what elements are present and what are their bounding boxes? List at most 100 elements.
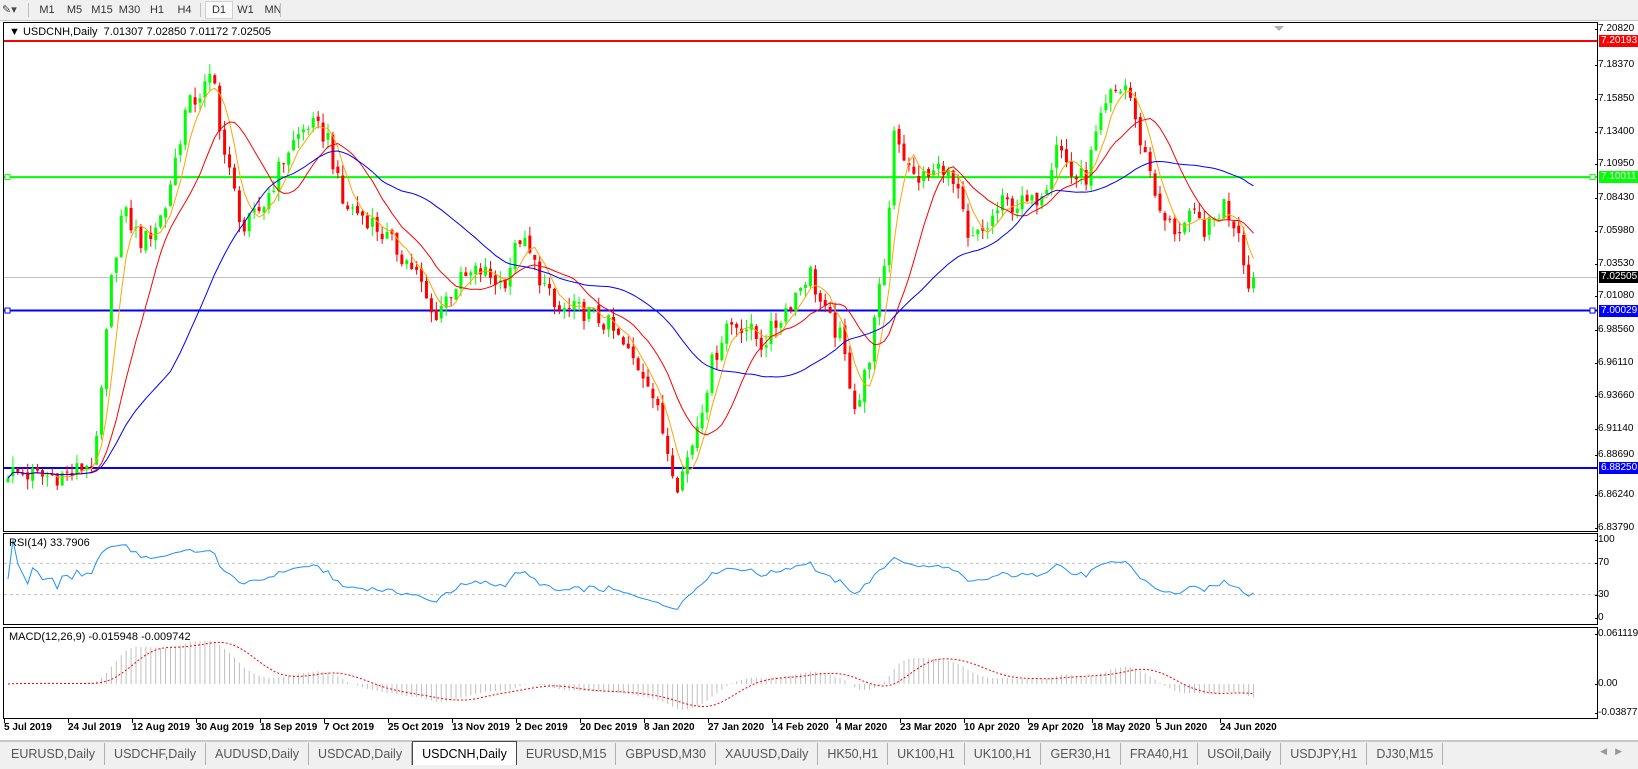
candle xyxy=(754,324,758,347)
chart-tab[interactable]: UK100,H1 xyxy=(965,743,1042,765)
candle-body xyxy=(65,471,69,473)
chart-tab[interactable]: EURUSD,Daily xyxy=(2,743,106,765)
candle-body xyxy=(262,207,266,213)
chart-tab[interactable]: EURUSD,M15 xyxy=(517,743,617,765)
candle-body xyxy=(331,134,335,170)
price-tick-label: 6.98560 xyxy=(1594,324,1635,336)
ohlc-values: 7.01307 7.02850 7.01172 7.02505 xyxy=(103,26,272,38)
candle-body xyxy=(400,254,404,265)
candle xyxy=(454,288,458,300)
candle xyxy=(154,223,158,250)
line-tools-icon[interactable]: ✎▾ xyxy=(2,4,17,16)
candle xyxy=(474,262,478,285)
candle-body xyxy=(208,73,212,83)
candle-body xyxy=(966,210,970,238)
chart-tab[interactable]: HK50,H1 xyxy=(818,743,889,765)
collapse-triangle-icon[interactable]: ▼ xyxy=(9,26,20,38)
candle-body xyxy=(60,472,64,486)
candle xyxy=(720,336,724,362)
candle-body xyxy=(548,284,552,289)
chart-tab[interactable]: USDCAD,Daily xyxy=(309,743,413,765)
candle xyxy=(498,271,502,290)
candle xyxy=(159,215,163,229)
rsi-tick-label: 30 xyxy=(1594,588,1610,600)
timeframe-m15-button[interactable]: M15 xyxy=(91,4,113,16)
chart-tab[interactable]: AUDUSD,Daily xyxy=(206,743,310,765)
candle xyxy=(380,226,384,244)
chart-tab[interactable]: FRA40,H1 xyxy=(1121,743,1199,765)
timeframe-m5-button[interactable]: M5 xyxy=(66,4,83,16)
timeframe-h1-button[interactable]: H1 xyxy=(149,4,165,16)
candle xyxy=(636,356,640,371)
candle-body xyxy=(80,463,84,471)
candle-body xyxy=(415,266,419,270)
date-tick-label: 24 Jul 2019 xyxy=(68,719,122,733)
candle-body xyxy=(754,326,758,340)
chart-tab[interactable]: GBPUSD,M30 xyxy=(616,743,716,765)
candle xyxy=(759,329,763,358)
candle xyxy=(296,126,300,149)
candle-body xyxy=(976,229,980,235)
candle xyxy=(1099,106,1103,135)
candle xyxy=(356,196,360,216)
chart-tab[interactable]: USOil,Daily xyxy=(1198,743,1282,765)
candle xyxy=(109,274,113,329)
candle xyxy=(213,73,217,85)
candle-body xyxy=(872,317,876,362)
timeframe-mn-button[interactable]: MN xyxy=(264,4,282,16)
toolbar-separator xyxy=(28,3,29,17)
candle-body xyxy=(247,213,251,232)
candle xyxy=(321,113,325,148)
candle-body xyxy=(1168,218,1172,220)
candle-body xyxy=(784,308,788,322)
timeframe-w1-button[interactable]: W1 xyxy=(237,4,254,16)
candle-body xyxy=(799,287,803,291)
candle xyxy=(267,187,271,214)
candle xyxy=(104,328,108,397)
candle-body xyxy=(365,215,369,229)
candle xyxy=(114,257,118,283)
candle-body xyxy=(306,128,310,130)
chart-tab[interactable]: DJ30,M15 xyxy=(1367,743,1444,765)
chart-tab[interactable]: UK100,H1 xyxy=(888,743,965,765)
candle-body xyxy=(50,473,54,476)
timeframe-m1-button[interactable]: M1 xyxy=(39,4,55,16)
chart-shift-marker-icon xyxy=(1274,26,1284,31)
timeframe-m30-button[interactable]: M30 xyxy=(118,4,141,16)
candle xyxy=(1192,202,1196,214)
candle xyxy=(966,203,970,247)
candle xyxy=(1109,87,1113,112)
candle xyxy=(725,320,729,352)
chart-tab[interactable]: XAUUSD,Daily xyxy=(716,743,819,765)
candle xyxy=(548,278,552,296)
candle-body xyxy=(474,265,478,274)
chart-tab[interactable]: GER30,H1 xyxy=(1041,743,1121,765)
candle-body xyxy=(488,268,492,278)
chart-tab[interactable]: USDCHF,Daily xyxy=(105,743,206,765)
timeframe-d1-button[interactable]: D1 xyxy=(205,1,233,19)
candle-body xyxy=(1148,151,1152,172)
chart-tab[interactable]: USDCNH,Daily xyxy=(412,741,517,765)
candle-body xyxy=(164,208,168,218)
candle xyxy=(680,464,684,492)
candle-body xyxy=(326,132,330,140)
candle-body xyxy=(759,337,763,350)
chart-tab[interactable]: USDJPY,H1 xyxy=(1281,743,1368,765)
candle-body xyxy=(420,268,424,282)
candle xyxy=(744,319,748,342)
candle-body xyxy=(764,345,768,348)
candle-body xyxy=(518,240,522,244)
rsi-panel[interactable]: RSI(14) 33.7906 xyxy=(3,533,1598,625)
candle-body xyxy=(1045,189,1049,195)
tab-scroll-arrows-icon[interactable]: ◀▶ xyxy=(1600,746,1630,756)
macd-panel[interactable]: MACD(12,26,9) -0.015948 -0.009742 xyxy=(3,627,1598,719)
candle-body xyxy=(991,215,995,226)
candle-body xyxy=(917,176,921,183)
timeframe-h4-button[interactable]: H4 xyxy=(177,4,192,16)
candle xyxy=(16,467,20,475)
price-chart-panel[interactable]: ▼ USDCNH,Daily 7.01307 7.02850 7.01172 7… xyxy=(3,22,1598,532)
line-handle-icon xyxy=(4,174,11,181)
candle-body xyxy=(1084,169,1088,185)
price-tick-label: 6.91140 xyxy=(1594,423,1634,435)
candle xyxy=(621,335,625,346)
